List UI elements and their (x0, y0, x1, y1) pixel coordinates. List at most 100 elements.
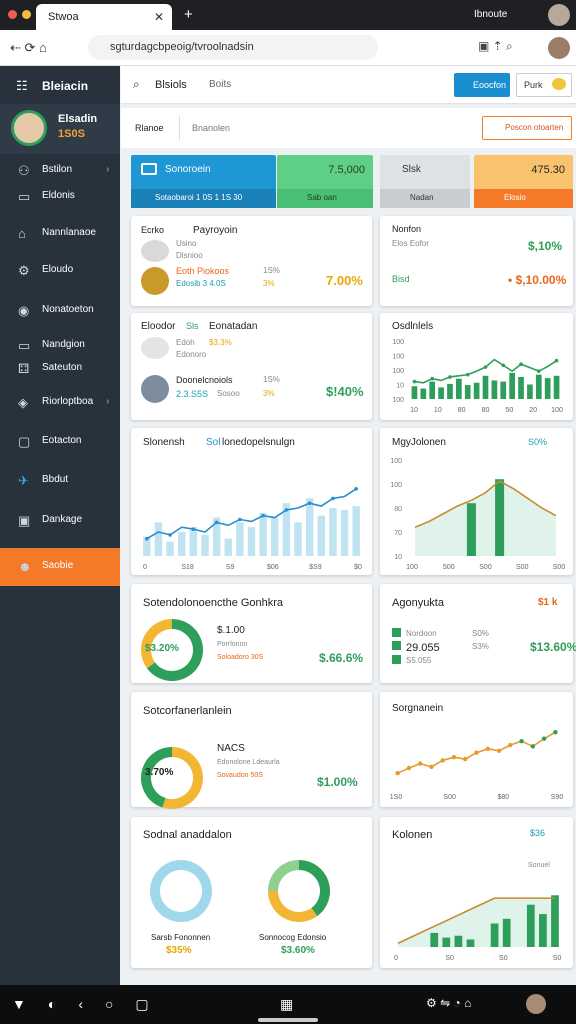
card-text: S3% (472, 642, 489, 651)
x-tick-label: $S9 (309, 564, 322, 571)
primary-button[interactable] (454, 73, 510, 97)
card-text: Eoth Piokoos (176, 266, 230, 276)
bar (224, 538, 232, 556)
taskbar-icons[interactable]: ▼◐‹○▢ (12, 996, 171, 1012)
nav-item[interactable]: ◈ Riorloptboa › (0, 389, 120, 417)
card-text: $36 (530, 828, 546, 838)
avatar[interactable] (526, 994, 546, 1014)
x-tick-label: S18 (181, 564, 194, 571)
toolbar-icons[interactable]: ▣ ⇡ ⌕ (478, 39, 513, 53)
card: Sorgnanein 1S0 S00 $80 S90 (380, 692, 573, 807)
x-tick-label: S0 (499, 955, 508, 962)
nav-label: Riorloptboa (42, 396, 94, 407)
point (406, 765, 412, 771)
card-text: $.1.00 (217, 625, 245, 636)
x-tick-label: S00 (443, 794, 456, 801)
card-text: Edoh (176, 338, 195, 347)
action-button[interactable] (482, 116, 572, 140)
nav-icon: ▭ (18, 338, 31, 353)
card-text: Payroyoin (193, 225, 238, 236)
stat-title: 475.30 (531, 164, 565, 176)
card: Agonyukta $1 k Nordoon S0% 29.055 S3% $13.60% S… (380, 584, 576, 683)
point (354, 487, 358, 491)
card-text: S0% (472, 629, 489, 638)
card-text: Nonfon (392, 224, 422, 234)
point (536, 369, 541, 373)
donut-segment (268, 860, 300, 892)
secondary-button[interactable] (516, 73, 572, 97)
nav-item[interactable]: ⌂ Nannlanaoe (0, 220, 120, 248)
bar (539, 914, 547, 947)
stat-title: Slsk (402, 164, 421, 175)
stat-card: Slsk Nadan (380, 155, 470, 208)
card-text: Edonoro (176, 350, 207, 359)
nav-icon: ✈ (18, 473, 29, 488)
new-tab[interactable]: + (184, 6, 193, 23)
point (430, 376, 435, 381)
y-tick-label: 100 (392, 397, 404, 404)
y-tick-label: 100 (390, 482, 402, 489)
y-tick-label: 70 (394, 530, 402, 537)
avatar[interactable] (548, 37, 570, 59)
nav-item[interactable]: ⚙ Eloudo (0, 257, 120, 285)
nav-icon: ▭ (18, 189, 31, 204)
point (519, 362, 523, 366)
nav-label: Sateuton (42, 362, 83, 373)
stat-footer (380, 189, 470, 208)
point (554, 358, 559, 363)
nav-icons[interactable]: ⇠ ⟳ ⌂ (10, 40, 47, 55)
card-text: S0% (528, 437, 548, 447)
donut-segment (150, 860, 212, 922)
nav-item[interactable]: ✈ Bbdut (0, 467, 120, 495)
card-text: MgyJolonen (392, 437, 446, 448)
card-text: $3.60% (281, 945, 315, 956)
card-text: Eloodor (141, 321, 176, 332)
nav-icon: ▢ (18, 434, 31, 449)
nav-item[interactable]: ⚃ Sateuton (0, 355, 120, 383)
card-text: S5.055 (406, 656, 432, 665)
nav-icon: ◉ (18, 303, 30, 318)
card-text: Elos Eofor (392, 239, 429, 248)
stat-sub: Nadan (410, 193, 434, 202)
point (530, 744, 536, 749)
y-tick-label: 100 (392, 354, 404, 361)
menu-icon[interactable]: ☷ (16, 78, 28, 93)
bar (352, 506, 360, 556)
nav-item[interactable]: ▭ Nandgion (0, 332, 120, 360)
tab[interactable]: Stwoa ✕ (36, 4, 172, 30)
nav-item[interactable]: ☻ Saobie (0, 548, 120, 586)
nav-label: Nandgion (42, 339, 85, 350)
nav-item[interactable]: ▭ Eldonis (0, 183, 120, 211)
donut (150, 860, 212, 922)
card-text: Slonensh (143, 437, 185, 448)
bar (551, 895, 559, 947)
nav-item[interactable]: ▢ Eotacton (0, 428, 120, 456)
point (412, 379, 417, 384)
nav-item[interactable]: ◉ Nonatoeton (0, 297, 120, 325)
card-text: Osdlnlels (392, 321, 434, 332)
bar (247, 527, 256, 556)
avatar[interactable] (548, 4, 570, 26)
bar (482, 375, 489, 399)
home-indicator (258, 1018, 318, 1022)
url-field[interactable]: sgturdagcbpeoig/tvroolnadsin (88, 35, 378, 60)
account-label: Ibnoute (474, 9, 508, 20)
header-icon: ⌕ (133, 77, 140, 91)
card-text: 1S% (263, 375, 280, 384)
dropdown[interactable]: Boits (209, 79, 232, 90)
point (429, 764, 434, 769)
taskbar-icon[interactable]: ▦ (280, 996, 294, 1012)
nav-item[interactable]: ▣ Dankage (0, 507, 120, 535)
point (474, 750, 479, 755)
bar (553, 375, 560, 399)
point (483, 365, 488, 369)
tab-close[interactable]: ✕ (154, 10, 165, 24)
primary-button-label: Eoocfon (473, 80, 507, 90)
line (414, 480, 557, 528)
x-tick-label: 100 (551, 407, 563, 414)
point (496, 748, 502, 753)
nav-item[interactable]: ⚇ Bstilon › (0, 157, 120, 185)
x-tick-label: $80 (497, 794, 509, 801)
nav-label: Nannlanaoe (42, 227, 96, 238)
y-tick-label: 80 (394, 506, 402, 513)
